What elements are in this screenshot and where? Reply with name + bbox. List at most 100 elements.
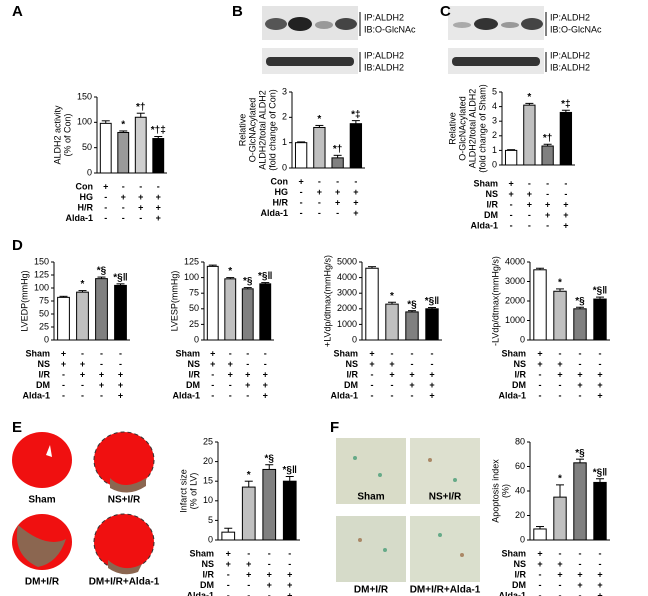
bar <box>559 111 573 166</box>
condition-mark: - <box>157 181 160 191</box>
condition-mark: + <box>287 580 292 590</box>
condition-mark: + <box>138 202 143 212</box>
condition-label: Alda-1 <box>186 590 214 596</box>
blot-label: IB:ALDH2 <box>550 62 590 72</box>
y-tick-label: 2 <box>282 112 287 122</box>
condition-mark: + <box>557 359 562 369</box>
condition-mark: + <box>537 348 542 358</box>
bar <box>259 283 272 341</box>
condition-mark: - <box>227 569 230 579</box>
condition-mark: - <box>559 580 562 590</box>
condition-mark: + <box>246 559 251 569</box>
blot-label: IB:O-GlcNAc <box>364 24 416 34</box>
condition-mark: - <box>300 187 303 197</box>
panel-label: B <box>232 3 243 20</box>
condition-mark: + <box>246 569 251 579</box>
condition-mark: - <box>411 359 414 369</box>
panel-label: F <box>330 419 339 436</box>
condition-mark: - <box>546 178 549 188</box>
bar <box>76 291 89 341</box>
y-tick-label: 5 <box>208 515 213 525</box>
annotation: *§‖ <box>258 271 272 282</box>
condition-mark: + <box>210 359 215 369</box>
condition-mark: - <box>336 176 339 186</box>
condition-mark: - <box>391 348 394 358</box>
condition-label: NS <box>201 559 214 569</box>
condition-mark: - <box>100 390 103 400</box>
panel-label: E <box>12 419 22 436</box>
condition-label: Sham <box>175 348 200 358</box>
condition-mark: + <box>557 369 562 379</box>
condition-label: DM <box>344 380 358 390</box>
condition-label: Alda-1 <box>22 390 50 400</box>
y-tick-label: 1000 <box>505 315 525 325</box>
y-axis-label: O-GlcNAcylated <box>457 96 467 161</box>
annotation: *§‖ <box>593 467 607 478</box>
annotation: *§ <box>265 453 275 464</box>
y-tick-label: 15 <box>203 476 213 486</box>
condition-label: Sham <box>501 548 526 558</box>
condition-mark: + <box>287 569 292 579</box>
condition-mark: - <box>539 590 542 596</box>
condition-mark: - <box>229 390 232 400</box>
y-tick-label: 80 <box>515 436 525 446</box>
image-label: Sham <box>357 492 384 503</box>
condition-label: Sham <box>25 348 50 358</box>
y-axis-label: ALDH2/total ALDH2 <box>257 90 267 170</box>
y-tick-label: 3000 <box>337 288 357 298</box>
bar <box>593 298 607 341</box>
y-tick-label: 40 <box>515 485 525 495</box>
annotation: *† <box>136 102 145 113</box>
condition-label: Sham <box>189 548 214 558</box>
annotation: * <box>247 470 251 481</box>
condition-mark: + <box>429 369 434 379</box>
y-tick-label: 1000 <box>337 319 357 329</box>
condition-mark: + <box>226 548 231 558</box>
condition-mark: - <box>81 380 84 390</box>
y-tick-label: 0 <box>282 162 287 172</box>
annotation: * <box>527 92 531 103</box>
blot-label: IB:O-GlcNAc <box>550 24 602 34</box>
condition-label: HG <box>80 192 94 202</box>
y-tick-label: 0 <box>352 334 357 344</box>
condition-mark: + <box>121 192 126 202</box>
y-tick-label: 150 <box>34 256 49 266</box>
y-tick-label: 75 <box>189 288 199 298</box>
condition-mark: - <box>300 197 303 207</box>
condition-label: H/R <box>78 202 94 212</box>
annotation: * <box>121 120 125 131</box>
condition-label: I/R <box>202 569 214 579</box>
image-label: Sham <box>28 495 55 506</box>
condition-mark: - <box>371 369 374 379</box>
y-tick-label: 100 <box>77 117 92 127</box>
y-tick-label: 10 <box>203 495 213 505</box>
bar <box>282 480 297 541</box>
condition-label: NS <box>187 359 200 369</box>
condition-mark: + <box>335 197 340 207</box>
condition-label: Alda-1 <box>470 220 498 230</box>
condition-mark: + <box>353 197 358 207</box>
annotation: *§ <box>243 276 253 287</box>
condition-label: I/R <box>188 369 200 379</box>
condition-mark: + <box>409 380 414 390</box>
annotation: *§ <box>575 296 585 307</box>
bar <box>114 284 127 341</box>
condition-mark: - <box>81 390 84 400</box>
blot-label: IP:ALDH2 <box>550 50 590 60</box>
condition-mark: - <box>510 199 513 209</box>
panel-label: C <box>440 3 451 20</box>
condition-mark: - <box>62 390 65 400</box>
condition-mark: - <box>599 559 602 569</box>
panel-label: D <box>12 237 23 254</box>
condition-mark: - <box>559 548 562 558</box>
image-label: DM+I/R+Alda-1 <box>89 577 160 588</box>
condition-mark: - <box>539 369 542 379</box>
bar <box>533 528 547 541</box>
condition-mark: - <box>539 569 542 579</box>
condition-mark: - <box>288 559 291 569</box>
bar <box>331 157 344 169</box>
condition-label: Alda-1 <box>65 213 93 223</box>
condition-mark: + <box>267 569 272 579</box>
condition-mark: - <box>579 348 582 358</box>
